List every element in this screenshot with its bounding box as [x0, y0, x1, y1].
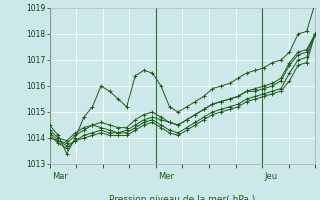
Text: Mar: Mar — [52, 172, 68, 181]
Text: Pression niveau de la mer( hPa ): Pression niveau de la mer( hPa ) — [109, 195, 256, 200]
Text: Jeu: Jeu — [265, 172, 278, 181]
Text: Mer: Mer — [158, 172, 174, 181]
